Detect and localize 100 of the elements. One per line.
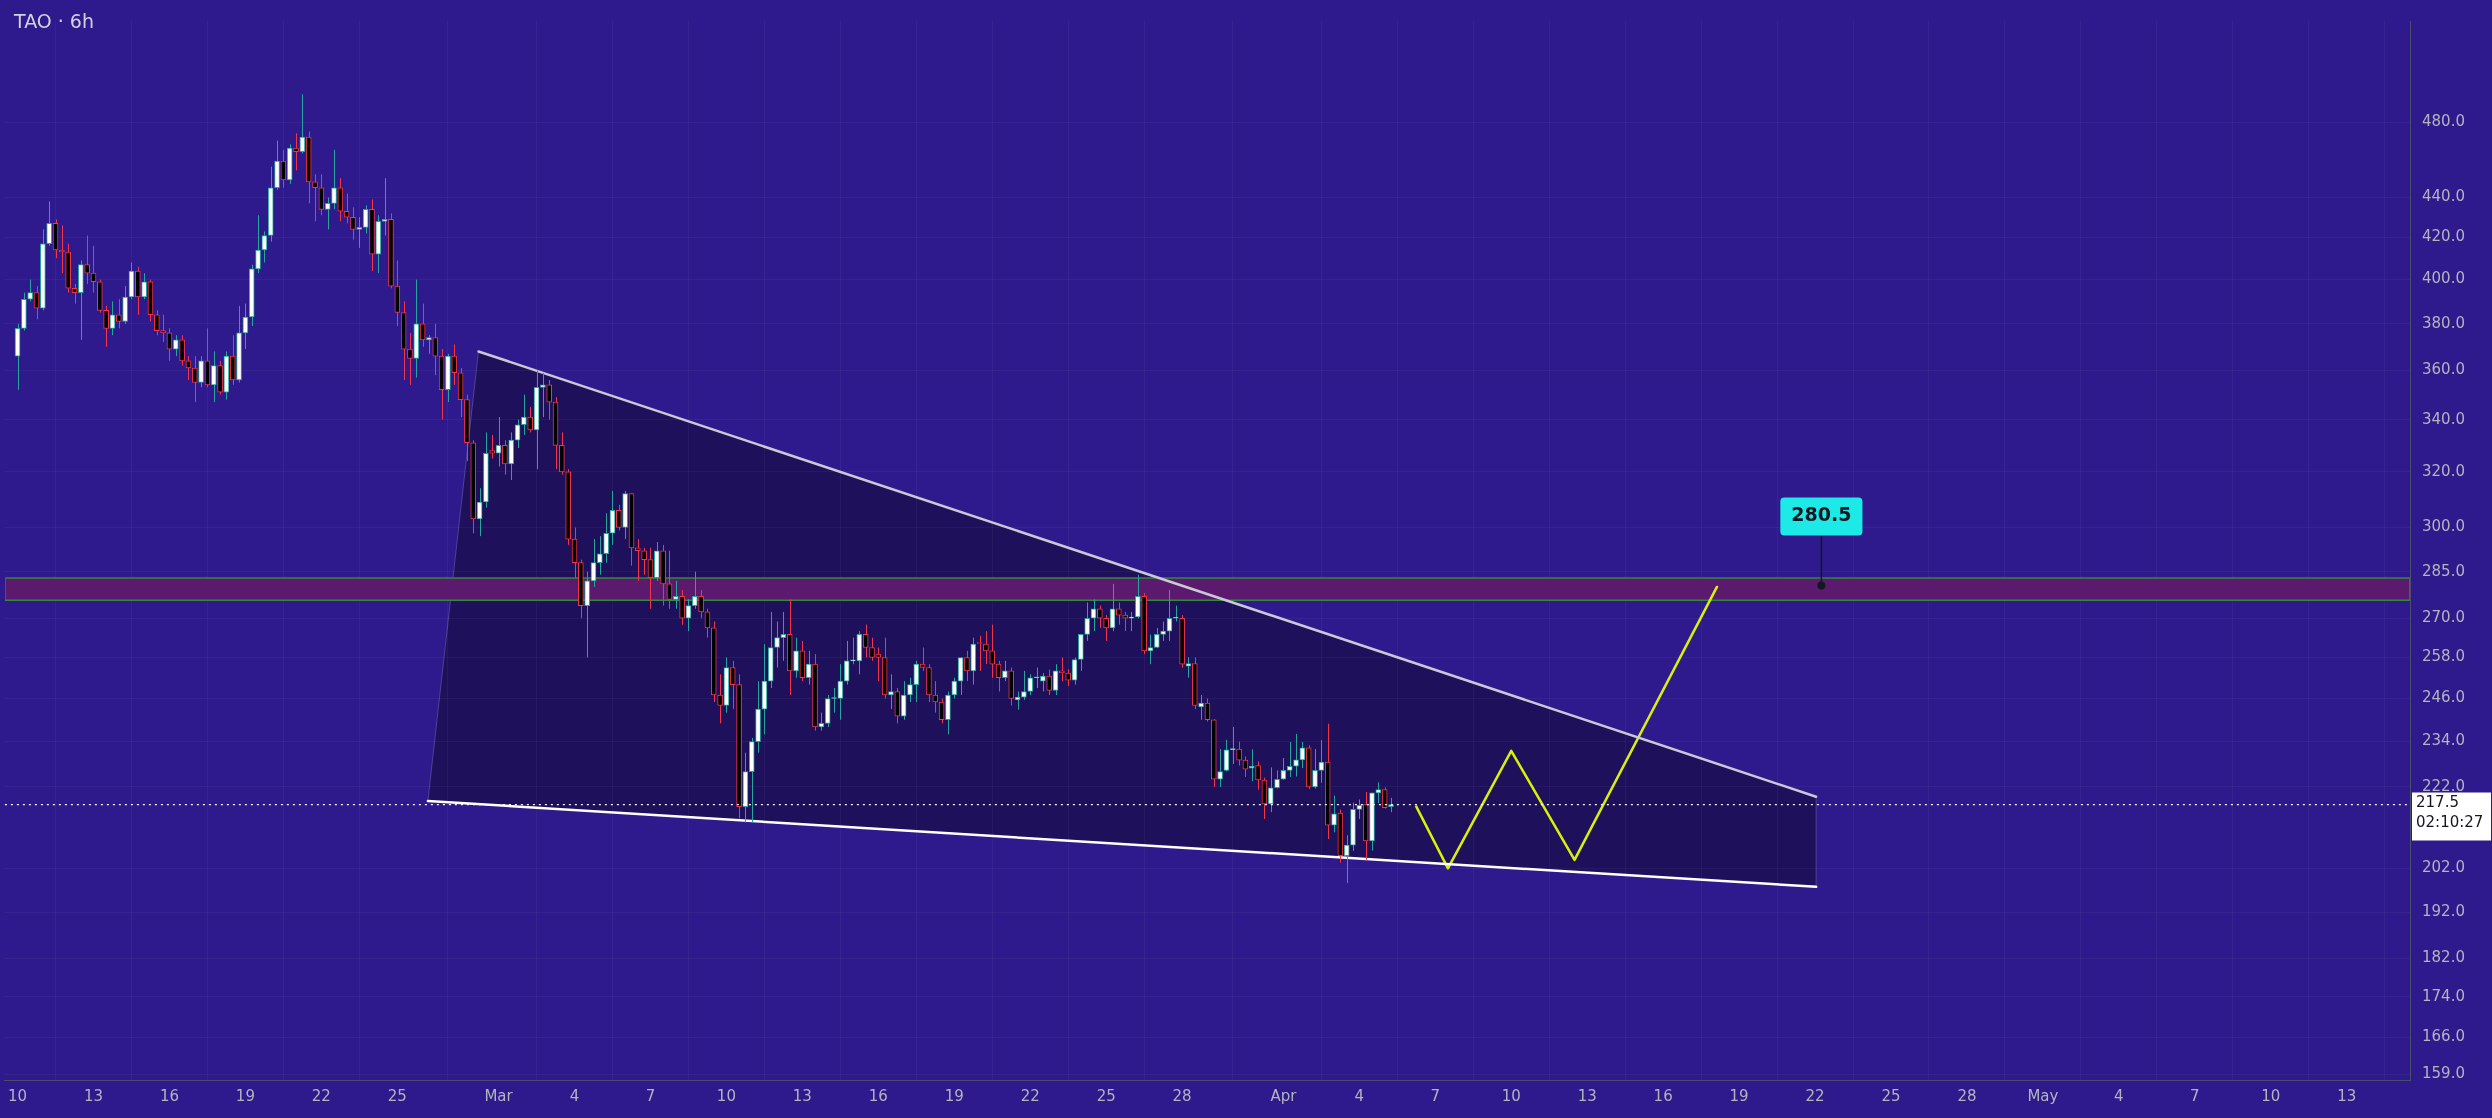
x-tick-label: 13 <box>1577 1086 1597 1105</box>
candlestick <box>527 406 534 433</box>
x-tick-label: 7 <box>1430 1086 1441 1105</box>
x-tick-label: 13 <box>83 1086 104 1105</box>
candlestick <box>179 334 185 367</box>
candlestick <box>1002 660 1008 682</box>
candlestick <box>1103 614 1109 642</box>
candlestick <box>691 571 698 610</box>
text: 02:10:27 <box>2416 813 2484 832</box>
candlestick <box>983 630 989 665</box>
candlestick <box>843 640 850 686</box>
candlestick <box>894 687 901 724</box>
candlestick <box>584 571 591 658</box>
candlestick <box>1229 726 1236 765</box>
candlestick <box>1084 601 1091 642</box>
candlestick <box>1122 611 1128 632</box>
candlestick <box>1236 741 1242 766</box>
candlestick <box>945 691 951 735</box>
candlestick <box>426 334 432 355</box>
x-tick-label: 7 <box>2190 1086 2200 1105</box>
candlestick <box>1248 748 1255 782</box>
x-tick-label: 28 <box>1957 1086 1977 1105</box>
candlestick <box>1116 601 1122 626</box>
candlestick <box>869 637 875 662</box>
y-tick-label: 340.0 <box>2422 409 2465 428</box>
candlestick <box>672 580 679 610</box>
x-tick-label: Mar <box>484 1086 514 1105</box>
candlestick <box>356 216 363 249</box>
candlestick <box>964 650 970 682</box>
candlestick <box>1046 669 1053 696</box>
candlestick <box>312 173 318 222</box>
x-tick-label: 19 <box>1729 1086 1749 1105</box>
y-tick-label: 159.0 <box>2422 1064 2465 1083</box>
candlestick <box>597 535 603 576</box>
candlestick <box>1255 760 1261 791</box>
y-tick-label: 440.0 <box>2422 187 2465 206</box>
candlestick <box>540 372 546 418</box>
y-tick-label: 285.0 <box>2422 561 2465 580</box>
y-tick-label: 202.0 <box>2422 858 2465 877</box>
y-tick-label: 234.0 <box>2422 731 2465 750</box>
candlestick <box>717 673 723 724</box>
x-tick-label: 10 <box>716 1086 736 1105</box>
y-tick-label: 182.0 <box>2422 948 2465 967</box>
candlestick <box>489 434 496 460</box>
x-tick-label: 7 <box>645 1086 656 1105</box>
x-tick-label: 16 <box>159 1086 179 1105</box>
x-tick-label: 22 <box>311 1086 331 1105</box>
candlestick <box>255 214 261 274</box>
candlestick <box>603 512 609 564</box>
candlestick <box>546 379 553 421</box>
candlestick <box>191 355 198 403</box>
x-tick-label: 4 <box>569 1086 580 1105</box>
candlestick <box>1217 748 1223 788</box>
candlestick <box>1033 667 1040 689</box>
candlestick <box>521 394 527 436</box>
candlestick <box>141 272 147 300</box>
y-tick-label: 300.0 <box>2422 517 2465 536</box>
x-tick-label: 10 <box>8 1086 28 1105</box>
candlestick <box>103 305 109 348</box>
candlestick <box>932 680 939 714</box>
candlestick <box>331 149 337 210</box>
y-tick-label: 258.0 <box>2422 647 2465 666</box>
x-tick-label: 25 <box>1096 1086 1116 1105</box>
y-tick-label: 246.0 <box>2422 688 2465 707</box>
candlestick <box>913 660 920 703</box>
candlestick <box>1090 598 1097 632</box>
candlestick <box>1134 574 1141 619</box>
candlestick <box>381 177 388 237</box>
x-tick-label: 10 <box>1501 1086 1521 1105</box>
x-tick-label: 22 <box>1020 1086 1040 1105</box>
candlestick <box>824 694 831 728</box>
candlestick <box>210 350 217 403</box>
candlestick <box>1343 834 1350 884</box>
y-tick-label: 222.0 <box>2422 776 2465 795</box>
candlestick <box>115 298 122 329</box>
candlestick <box>84 235 90 285</box>
x-tick-label: Apr <box>1270 1086 1298 1105</box>
candlestick <box>153 309 160 336</box>
candlestick <box>1021 670 1027 701</box>
ref-line-label: 217.5 <box>2416 793 2459 812</box>
candlestick <box>698 589 704 619</box>
candlestick <box>1128 611 1135 632</box>
candlestick <box>1274 769 1280 790</box>
chart-title: TAO · 6h <box>14 10 94 32</box>
candlestick <box>502 439 508 476</box>
x-tick-label: 4 <box>2114 1086 2124 1105</box>
candlestick <box>679 589 685 626</box>
candlestick <box>1160 620 1166 642</box>
x-tick-label: 16 <box>1653 1086 1673 1105</box>
candlestick <box>793 637 799 679</box>
candlestick <box>850 637 856 665</box>
candlestick <box>1312 748 1318 790</box>
candlestick <box>350 206 356 241</box>
y-tick-label: 480.0 <box>2422 112 2465 131</box>
x-tick-label: 28 <box>1172 1086 1192 1105</box>
y-tick-label: 166.0 <box>2422 1027 2465 1046</box>
candlestick <box>122 285 128 325</box>
candlestick <box>774 620 780 669</box>
x-tick-label: 25 <box>387 1086 407 1105</box>
candlestick <box>46 200 53 247</box>
